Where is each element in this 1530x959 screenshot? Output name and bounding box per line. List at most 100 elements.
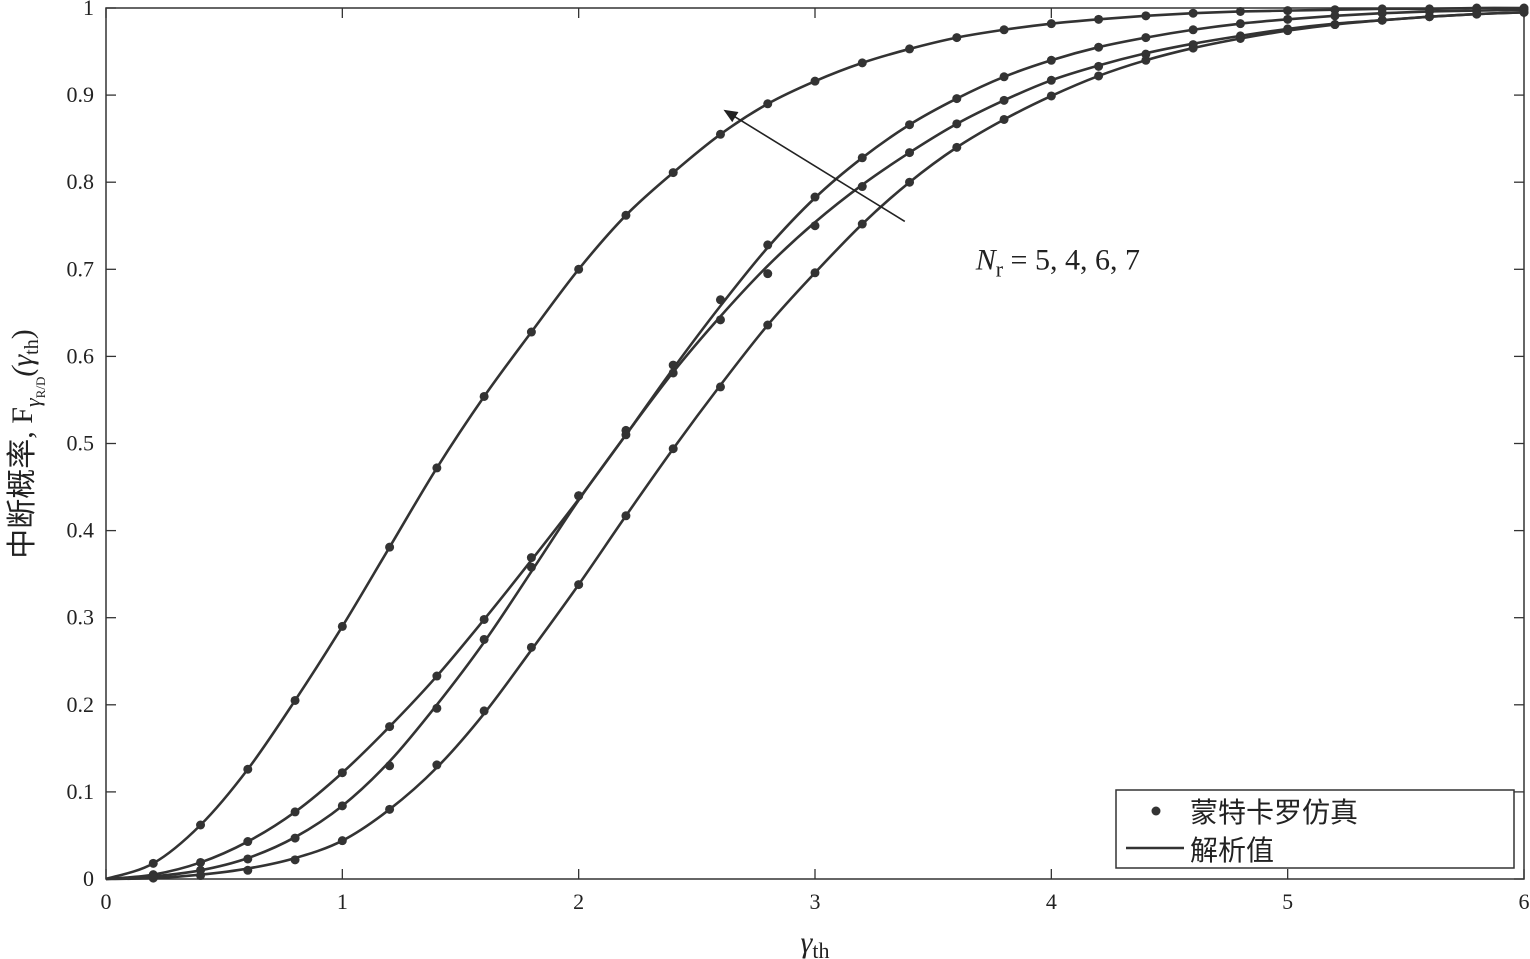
legend-label-simulation: 蒙特卡罗仿真 [1190, 797, 1358, 829]
x-tick-label: 1 [337, 889, 348, 914]
simulation-point [999, 72, 1009, 82]
y-axis-title-sub: γ [20, 397, 45, 407]
y-axis-title-arg-close: ) [6, 329, 39, 339]
simulation-point [385, 542, 395, 552]
simulation-point [290, 833, 300, 843]
simulation-point [574, 264, 584, 274]
y-tick-label: 0.8 [67, 169, 95, 194]
x-tick-label: 3 [810, 889, 821, 914]
x-tick-label: 2 [573, 889, 584, 914]
simulation-point [857, 219, 867, 229]
simulation-point [668, 168, 678, 178]
y-tick-label: 0.4 [67, 518, 95, 543]
simulation-point [621, 210, 631, 220]
x-axis-title: γth [801, 926, 830, 959]
simulation-point [668, 360, 678, 370]
simulation-point [526, 553, 536, 563]
x-tick-label: 6 [1519, 889, 1530, 914]
y-tick-label: 0.7 [67, 256, 95, 281]
legend: 蒙特卡罗仿真 解析值 [1115, 789, 1515, 869]
simulation-point [1235, 33, 1245, 43]
simulation-point [668, 368, 678, 378]
analytic-curve-2 [105, 8, 1525, 881]
simulation-point [1188, 43, 1198, 53]
simulation-point [574, 491, 584, 501]
legend-box [1115, 789, 1515, 869]
analytic-curve-1 [105, 6, 1525, 881]
annotation-variable-sub: r [996, 256, 1004, 281]
simulation-point [337, 836, 347, 846]
simulation-point [763, 240, 773, 250]
simulation-point [952, 119, 962, 129]
annotation-label: Nr = 5, 4, 6, 7 [975, 243, 1140, 281]
y-axis-title-subsub: R/D [33, 377, 48, 399]
simulation-points [148, 3, 1529, 883]
simulation-point [810, 192, 820, 202]
simulation-point [1046, 55, 1056, 65]
y-axis-title-text: 中断概率, F [6, 407, 39, 559]
analytic-curve-3 [105, 11, 1525, 881]
annotation-variable: N [975, 243, 998, 276]
simulation-point [196, 871, 206, 881]
simulation-point [526, 327, 536, 337]
simulation-point [337, 768, 347, 778]
legend-label-analytic: 解析值 [1190, 835, 1274, 867]
simulation-point [1094, 14, 1104, 24]
simulation-point [1330, 11, 1340, 21]
annotation-arrow [723, 109, 906, 223]
y-axis-title: 中断概率, FγR/D(γth) [6, 329, 48, 558]
simulation-point [148, 873, 158, 883]
simulation-point [763, 320, 773, 330]
y-tick-label: 0.2 [67, 692, 95, 717]
simulation-point [1141, 55, 1151, 65]
simulation-point [243, 837, 253, 847]
simulation-point [999, 95, 1009, 105]
simulation-point [905, 120, 915, 130]
simulation-point [432, 463, 442, 473]
simulation-point [715, 315, 725, 325]
x-tick-label: 5 [1282, 889, 1293, 914]
analytic-curve-4 [105, 11, 1525, 881]
simulation-point [763, 269, 773, 279]
simulation-point [432, 703, 442, 713]
simulation-point [668, 444, 678, 454]
simulation-point [621, 430, 631, 440]
y-tick-label: 0.5 [67, 431, 95, 456]
simulation-point [479, 706, 489, 716]
simulation-point [290, 807, 300, 817]
simulation-point [1046, 19, 1056, 29]
simulation-point [1094, 42, 1104, 52]
simulation-point [1046, 91, 1056, 101]
annotation-values: = 5, 4, 6, 7 [1003, 243, 1140, 276]
simulation-point [526, 642, 536, 652]
simulation-point [999, 114, 1009, 124]
simulation-point [290, 855, 300, 865]
simulation-point [1141, 33, 1151, 43]
simulation-point [1283, 6, 1293, 16]
simulation-point [621, 511, 631, 521]
simulation-point [999, 25, 1009, 35]
simulation-point [1235, 6, 1245, 16]
simulation-point [290, 695, 300, 705]
simulation-point [905, 177, 915, 187]
simulation-point [574, 580, 584, 590]
simulation-point [905, 44, 915, 54]
simulation-point [1235, 19, 1245, 29]
simulation-point [337, 801, 347, 811]
simulation-point [479, 634, 489, 644]
y-tick-label: 1 [83, 0, 94, 20]
y-tick-label: 0.3 [67, 605, 95, 630]
x-axis-title-subscript: th [812, 938, 829, 959]
simulation-point [243, 865, 253, 875]
simulation-point [243, 854, 253, 864]
simulation-point [1283, 26, 1293, 36]
simulation-point [905, 148, 915, 158]
simulation-point [432, 760, 442, 770]
simulation-point [196, 857, 206, 867]
x-tick-label: 0 [101, 889, 112, 914]
y-tick-label: 0.1 [67, 779, 95, 804]
simulation-point [337, 621, 347, 631]
simulation-point [1330, 20, 1340, 30]
simulation-point [763, 99, 773, 109]
